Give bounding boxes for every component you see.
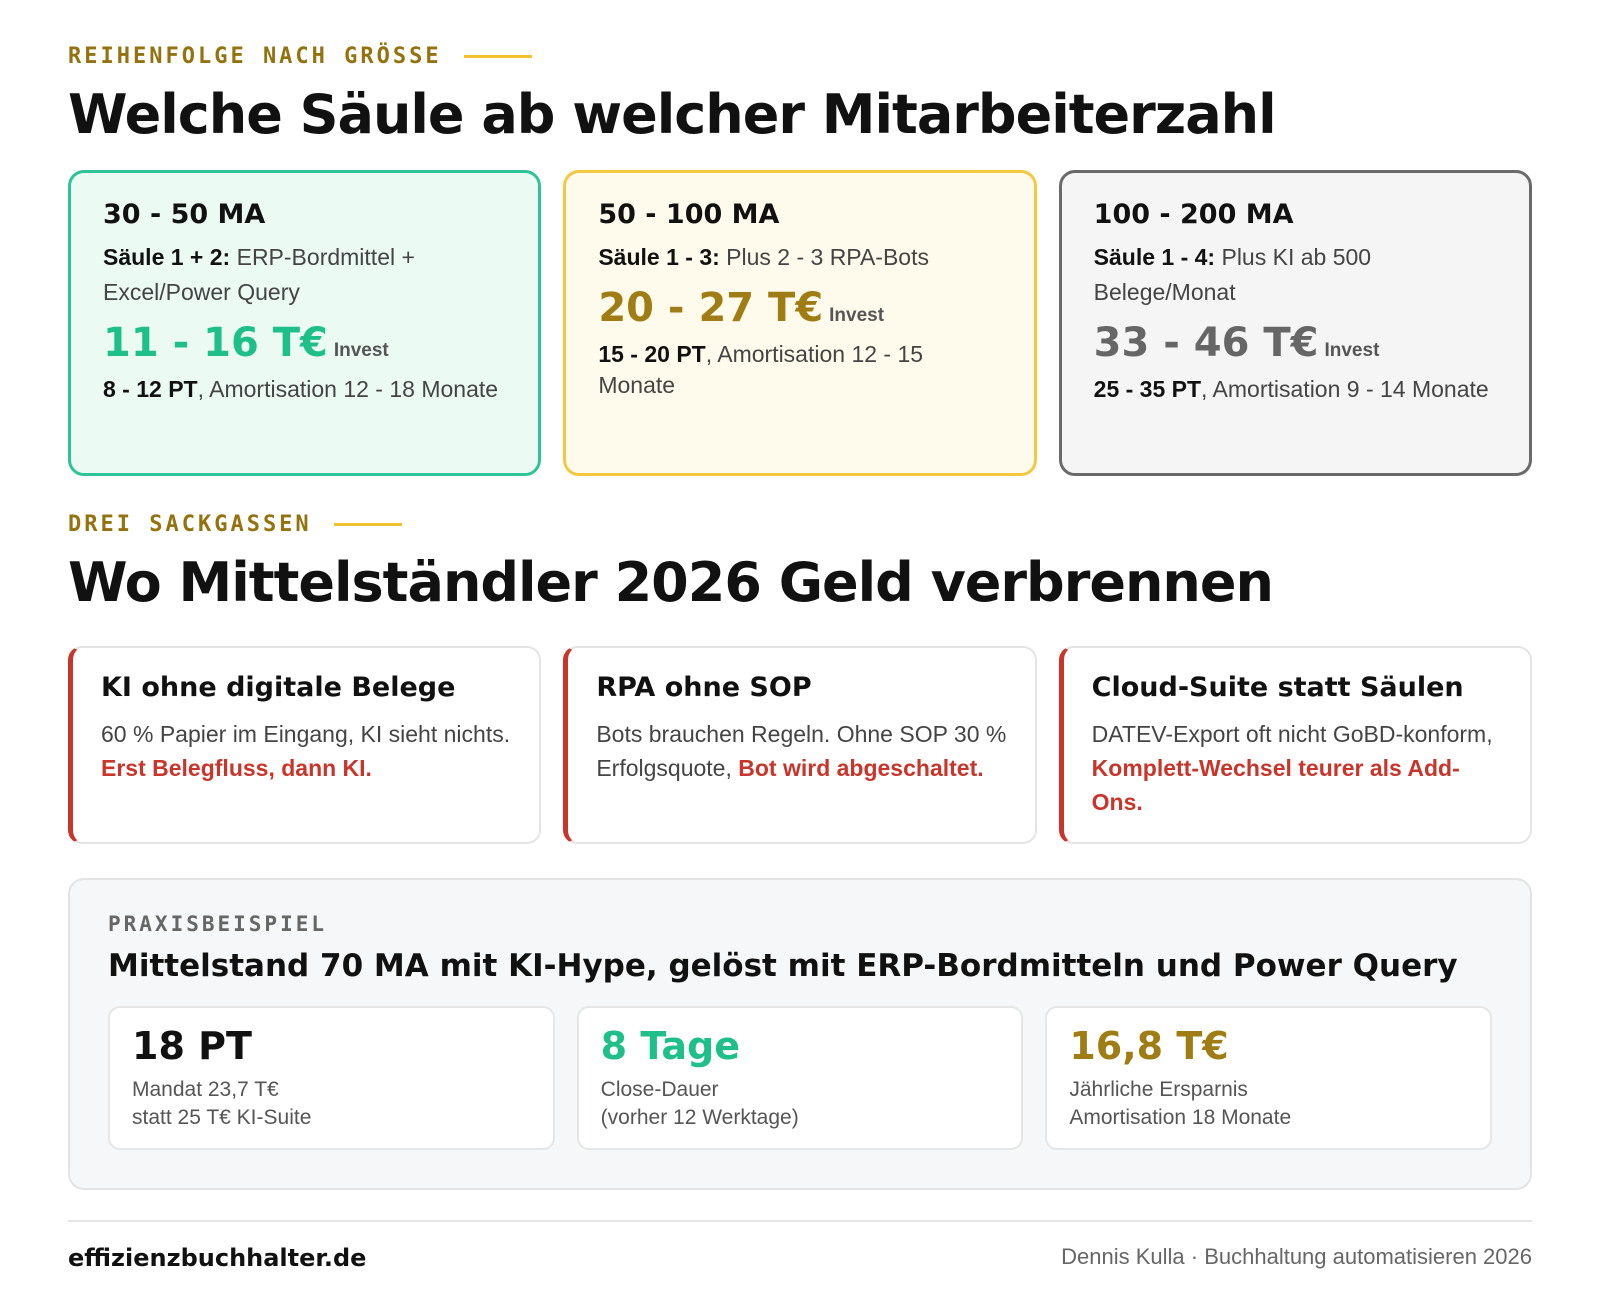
effort: 8 - 12 PT, Amortisation 12 - 18 Monate [103,374,506,405]
deadend-title: RPA ohne SOP [596,672,812,703]
example-box: PRAXISBEISPIEL Mittelstand 70 MA mit KI-… [68,878,1532,1190]
highlight: Komplett-Wechsel teurer als Add-Ons. [1091,755,1460,815]
pillar-label: Säule 1 + 2: [103,244,231,270]
effort-days: 25 - 35 PT [1093,376,1202,402]
effort-days: 15 - 20 PT [598,341,706,367]
stats: 18 PT Mandat 23,7 T€ statt 25 T€ KI-Suite 8… [108,1006,1493,1150]
amount-note: Invest [829,305,885,326]
text: Bots brauchen Regeln. Ohne SOP 30 % Erfo… [596,721,1007,781]
deadend-title: Cloud-Suite statt Säulen [1091,672,1464,703]
stat-line: Amortisation 18 Monate [1069,1106,1292,1129]
brand: effizienzbuchhalter.de [68,1244,366,1272]
text: DATEV-Export oft nicht GoBD-konform, [1091,721,1493,747]
stat-line: Mandat 23,7 T€ [132,1078,279,1101]
effort-rest: , Amortisation 9 - 14 Monate [1201,376,1489,402]
pillar-text: Plus KI ab 500 Belege/Monat [1093,244,1372,305]
stat-value: 8 Tage [600,1024,740,1068]
effort-rest: , Amortisation 12 - 15 Monate [598,341,924,398]
deadend-cards: KI ohne digitale Belege 60 % Papier im Ei… [68,646,1532,844]
example-title: Mittelstand 70 MA mit KI-Hype, gelöst mi… [108,948,1458,984]
deadend-text: 60 % Papier im Eingang, KI sieht nichts.… [101,717,511,785]
amount-note: Invest [333,340,389,361]
pillar-label: Säule 1 - 3: [598,244,720,270]
highlight: Bot wird abgeschaltet. [738,755,984,781]
description: Säule 1 + 2: ERP-Bordmittel + Excel/Powe… [103,240,506,310]
deadend-card: Cloud-Suite statt Säulen DATEV-Export oft… [1058,646,1532,844]
section-title: Wo Mittelständler 2026 Geld verbrennen [68,551,1274,614]
pillar-cards: 30 - 50 MA Säule 1 + 2: ERP-Bordmittel + … [68,170,1532,476]
amount-value: 20 - 27 T€ [598,285,824,331]
pillar-label: Säule 1 - 4: [1093,244,1216,270]
brand-tld: .de [323,1244,367,1272]
deadend-text: DATEV-Export oft nicht GoBD-konform, Kom… [1092,717,1502,819]
pillar-text: Plus 2 - 3 RPA-Bots [726,244,929,270]
stat-card: 18 PT Mandat 23,7 T€ statt 25 T€ KI-Suite [108,1006,555,1150]
highlight: Erst Belegfluss, dann KI. [101,755,372,781]
stat-card: 16,8 T€ Jährliche Ersparnis Amortisation 1… [1045,1006,1493,1150]
range: 100 - 200 MA [1093,199,1294,230]
amount: 20 - 27 T€ Invest [598,285,1001,331]
amount: 33 - 46 T€ Invest [1094,320,1497,366]
text: 60 % Papier im Eingang, KI sieht nichts. [101,721,511,747]
stat-line: statt 25 T€ KI-Suite [132,1106,312,1129]
footer: effizienzbuchhalter.de Dennis Kulla · Bu… [68,1220,1532,1272]
amount: 11 - 16 T€ Invest [103,320,506,366]
effort: 15 - 20 PT, Amortisation 12 - 15 Monate [598,339,1001,401]
stat-card: 8 Tage Close-Dauer (vorher 12 Werktage) [576,1006,1024,1150]
stat-line: Jährliche Ersparnis [1069,1078,1248,1101]
amount-value: 11 - 16 T€ [103,320,328,366]
pillar-card: 50 - 100 MA Säule 1 - 3: Plus 2 - 3 RPA-B… [563,170,1037,476]
pillar-text: ERP-Bordmittel + Excel/Power Query [103,244,415,305]
effort-days: 8 - 12 PT [103,376,198,402]
deadend-card: RPA ohne SOP Bots brauchen Regeln. Ohne S… [563,646,1037,844]
pillar-card: 30 - 50 MA Säule 1 + 2: ERP-Bordmittel + … [68,170,542,476]
credit: Dennis Kulla · Buchhaltung automatisiere… [1061,1244,1532,1269]
amount-note: Invest [1324,340,1380,361]
effort-rest: , Amortisation 12 - 18 Monate [197,376,499,402]
pillar-card: 100 - 200 MA Säule 1 - 4: Plus KI ab 500 … [1058,170,1532,476]
deadend-card: KI ohne digitale Belege 60 % Papier im Ei… [68,646,542,844]
range: 50 - 100 MA [598,199,780,230]
deadend-text: Bots brauchen Regeln. Ohne SOP 30 % Erfo… [596,717,1006,785]
stat-line: (vorher 12 Werktage) [600,1106,799,1129]
stat-line: Close-Dauer [600,1078,719,1101]
amount-value: 33 - 46 T€ [1093,320,1319,366]
brand-name: effizienzbuchhalter [68,1244,324,1272]
stat-value: 18 PT [132,1024,252,1068]
range: 30 - 50 MA [103,199,266,230]
stat-value: 16,8 T€ [1069,1024,1229,1068]
example-label: PRAXISBEISPIEL [108,912,328,936]
eyebrow: DREI SACKGASSEN [68,512,1532,537]
description: Säule 1 - 3: Plus 2 - 3 RPA-Bots [598,240,1001,275]
description: Säule 1 - 4: Plus KI ab 500 Belege/Monat [1094,240,1497,310]
eyebrow: REIHENFOLGE NACH GRÖSSE [68,44,1532,69]
section-title: Welche Säule ab welcher Mitarbeiterzahl [68,83,1277,146]
deadend-title: KI ohne digitale Belege [101,672,456,703]
effort: 25 - 35 PT, Amortisation 9 - 14 Monate [1094,374,1497,405]
